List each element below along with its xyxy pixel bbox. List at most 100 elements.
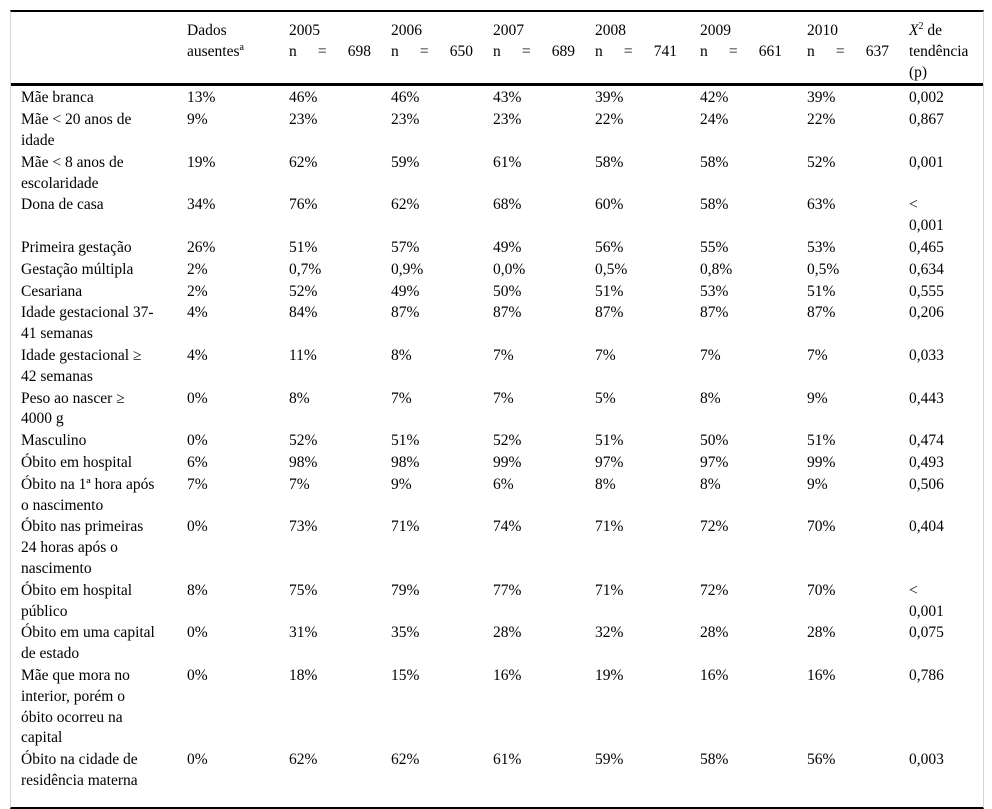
year-value: 19% xyxy=(595,666,624,684)
table-row: Mãe < 8 anos de escolaridade 19% 62% 59% 61%… xyxy=(11,152,983,195)
year-value: 28% xyxy=(807,624,836,642)
trend-header-text: de tendência (p) xyxy=(909,22,969,81)
equals-sign: = xyxy=(835,42,845,60)
table-row: Óbito em hospital 6% 98% 98% 99% 97% 97% 99% 0,4… xyxy=(11,452,983,474)
year-label: 2007 xyxy=(493,22,524,39)
year-value: 8% xyxy=(289,389,310,407)
year-value: 53% xyxy=(700,282,729,300)
year-value: 51% xyxy=(595,282,624,300)
missing-data-value: 2% xyxy=(187,260,208,278)
year-value: 0,5% xyxy=(595,260,628,278)
row-label: Dona de casa xyxy=(21,196,104,214)
p-value: 0,003 xyxy=(909,751,944,769)
year-value: 60% xyxy=(595,196,624,214)
missing-data-value: 0% xyxy=(187,751,208,769)
year-value: 16% xyxy=(493,666,522,684)
year-value: 62% xyxy=(289,751,318,769)
year-value: 76% xyxy=(289,196,318,214)
missing-data-value: 4% xyxy=(187,304,208,322)
year-value: 46% xyxy=(391,89,420,107)
year-value: 99% xyxy=(807,453,836,471)
row-label: Peso ao nascer ≥ 4000 g xyxy=(21,389,125,428)
year-value: 7% xyxy=(493,346,514,364)
year-value: 73% xyxy=(289,518,318,536)
year-label: 2006 xyxy=(391,22,422,39)
year-value: 51% xyxy=(595,432,624,450)
missing-data-value: 0% xyxy=(187,518,208,536)
year-value: 79% xyxy=(391,581,420,599)
table-row: Gestação múltipla 2% 0,7% 0,9% 0,0% 0,5% 0,8% 0… xyxy=(11,259,983,281)
year-header: 2006 n = 650 xyxy=(391,12,493,87)
missing-data-value: 2% xyxy=(187,282,208,300)
row-label: Idade gestacional 37-41 semanas xyxy=(21,304,154,343)
year-label: 2009 xyxy=(700,22,731,39)
row-label: Óbito na 1ª hora após o nascimento xyxy=(21,475,155,514)
missing-data-value: 0% xyxy=(187,666,208,684)
year-value: 51% xyxy=(391,432,420,450)
year-value: 9% xyxy=(391,475,412,493)
year-value: 16% xyxy=(807,666,836,684)
n-label: n xyxy=(700,42,708,60)
year-value: 50% xyxy=(700,432,729,450)
p-value: 0,506 xyxy=(909,475,944,493)
row-label: Idade gestacional ≥ 42 semanas xyxy=(21,346,142,385)
table-row: Óbito em hospital público 8% 75% 79% 77% 71% 7… xyxy=(11,580,983,623)
year-value: 22% xyxy=(807,111,836,129)
year-value: 87% xyxy=(493,304,522,322)
year-value: 56% xyxy=(595,238,624,256)
year-value: 59% xyxy=(391,153,420,171)
p-value: 0,075 xyxy=(909,624,944,642)
year-value: 58% xyxy=(595,153,624,171)
sample-size-row: n = 689 xyxy=(493,42,575,63)
year-header: 2009 n = 661 xyxy=(700,12,807,87)
header-row: Dados ausentesa 2005 n = 698 2006 n = 650 2007 n =… xyxy=(11,12,983,87)
year-value: 0,5% xyxy=(807,260,840,278)
year-value: 98% xyxy=(289,453,318,471)
row-label: Óbito em uma capital de estado xyxy=(21,624,155,663)
year-value: 49% xyxy=(391,282,420,300)
year-value: 23% xyxy=(289,111,318,129)
row-label: Cesariana xyxy=(21,282,83,300)
year-value: 9% xyxy=(807,475,828,493)
row-label: Óbito na cidade de residência materna xyxy=(21,751,138,789)
missing-data-value: 6% xyxy=(187,453,208,471)
equals-sign: = xyxy=(623,42,633,60)
row-label: Gestação múltipla xyxy=(21,260,134,278)
year-value: 0,9% xyxy=(391,260,424,278)
year-value: 97% xyxy=(595,453,624,471)
trend-statistics-table: Dados ausentesa 2005 n = 698 2006 n = 650 2007 n =… xyxy=(11,12,983,792)
year-value: 39% xyxy=(807,89,836,107)
year-value: 97% xyxy=(700,453,729,471)
year-header: 2007 n = 689 xyxy=(493,12,595,87)
year-value: 70% xyxy=(807,518,836,536)
year-header: 2008 n = 741 xyxy=(595,12,700,87)
n-label: n xyxy=(493,42,501,60)
missing-data-value: 34% xyxy=(187,196,216,214)
p-value: 0,002 xyxy=(909,89,944,107)
row-label: Mãe branca xyxy=(21,89,94,107)
table-row: Óbito nas primeiras 24 horas após o nasc… xyxy=(11,516,983,579)
year-value: 70% xyxy=(807,581,836,599)
year-value: 87% xyxy=(595,304,624,322)
year-value: 16% xyxy=(700,666,729,684)
row-label: Mãe que mora no interior, porém o óbito … xyxy=(21,666,130,747)
row-label: Mãe < 20 anos de idade xyxy=(21,111,132,149)
year-value: 62% xyxy=(391,751,420,769)
corner-cell xyxy=(11,12,187,87)
year-value: 7% xyxy=(493,389,514,407)
table-row: Óbito na cidade de residência materna 0% 6… xyxy=(11,749,983,792)
missing-data-value: 0% xyxy=(187,624,208,642)
year-value: 7% xyxy=(595,346,616,364)
table-row: Cesariana 2% 52% 49% 50% 51% 53% 51% 0,555 xyxy=(11,281,983,303)
year-value: 0,8% xyxy=(700,260,733,278)
year-value: 8% xyxy=(700,475,721,493)
p-value: 0,404 xyxy=(909,518,944,536)
year-value: 77% xyxy=(493,581,522,599)
year-value: 61% xyxy=(493,153,522,171)
year-value: 57% xyxy=(391,238,420,256)
table-row: Peso ao nascer ≥ 4000 g 0% 8% 7% 7% 5% 8% 9% 0,4… xyxy=(11,388,983,431)
table-body: Mãe branca 13% 46% 46% 43% 39% 42% 39% 0,002 Mãe … xyxy=(11,85,983,792)
sample-size-row: n = 637 xyxy=(807,42,889,63)
year-value: 15% xyxy=(391,666,420,684)
